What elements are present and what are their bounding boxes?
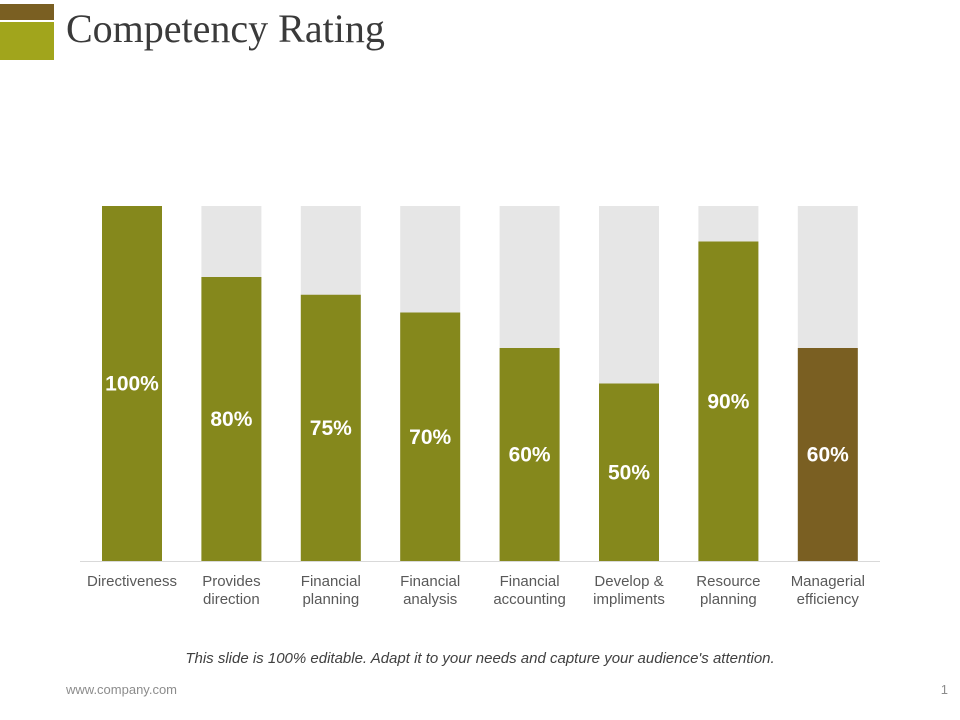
page-number: 1 (940, 682, 948, 697)
category-label: Managerial efficiency (791, 573, 865, 608)
bar-data-label: 70% (409, 426, 451, 449)
bar (201, 277, 262, 561)
title-accent-top (0, 4, 54, 20)
bar (499, 348, 560, 561)
category-label: Directiveness (87, 573, 177, 590)
title-accent-bottom (0, 22, 54, 60)
bar (400, 312, 461, 561)
bar-data-label: 50% (608, 461, 650, 484)
bar (698, 241, 759, 561)
bar (300, 294, 361, 561)
bar-data-label: 75% (310, 417, 352, 440)
category-label: Financial analysis (400, 573, 460, 608)
slide-caption: This slide is 100% editable. Adapt it to… (185, 650, 775, 667)
bar-data-label: 60% (509, 444, 551, 467)
category-label: Develop & impliments (593, 573, 665, 608)
category-label: Resource planning (696, 573, 760, 608)
slide-title: Competency Rating (66, 6, 385, 51)
footer-url: www.company.com (66, 682, 178, 697)
category-label: Financial planning (301, 573, 361, 608)
category-label: Financial accounting (493, 573, 566, 608)
bar-data-label: 90% (707, 390, 749, 413)
bar-data-label: 60% (807, 444, 849, 467)
category-label: Provides direction (202, 573, 260, 608)
bar-data-label: 100% (105, 373, 159, 396)
bar-data-label: 80% (210, 408, 252, 431)
bar (102, 206, 162, 561)
bar (599, 383, 659, 561)
bar (797, 348, 858, 561)
